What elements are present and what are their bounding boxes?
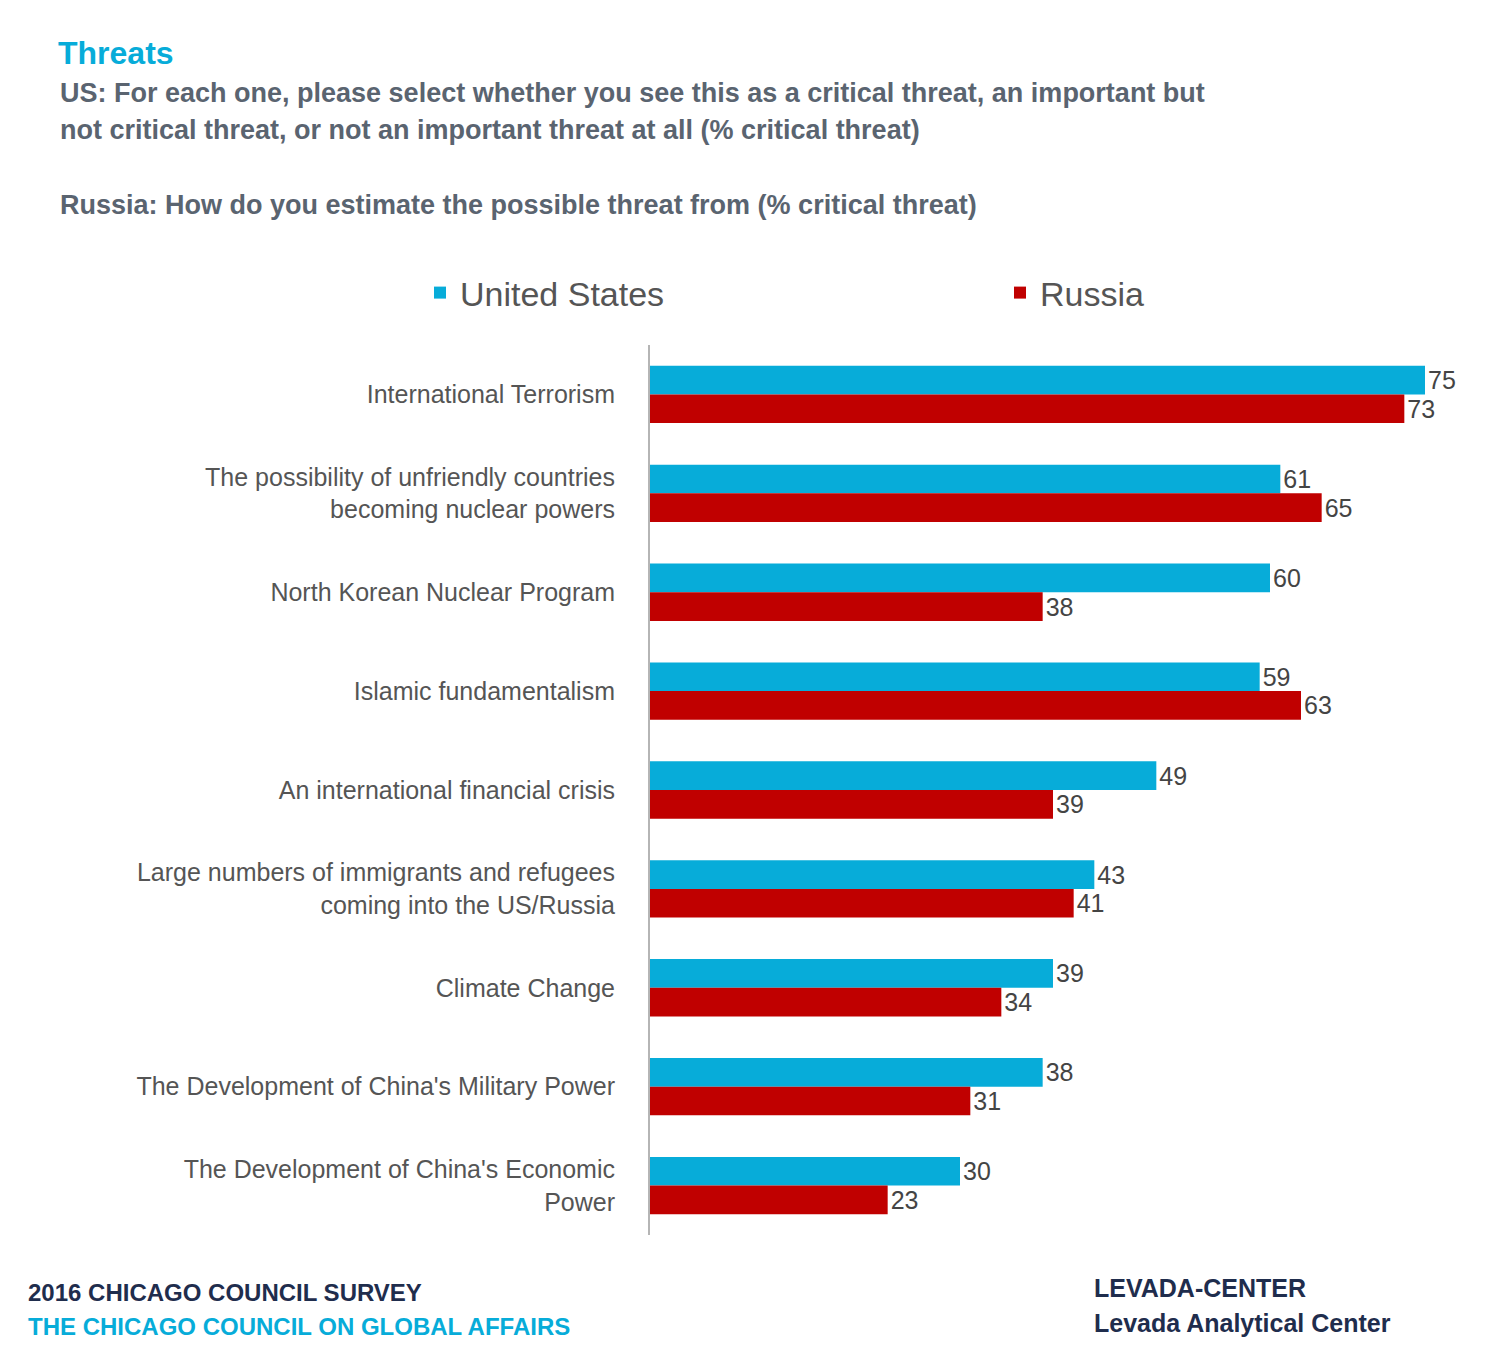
svg-text:65: 65 xyxy=(1325,494,1353,522)
svg-text:39: 39 xyxy=(1056,790,1084,818)
svg-text:39: 39 xyxy=(1056,959,1084,987)
svg-text:38: 38 xyxy=(1046,1058,1074,1086)
svg-text:Russia: Russia xyxy=(1040,275,1144,313)
svg-text:63: 63 xyxy=(1304,691,1332,719)
svg-text:2016 CHICAGO COUNCIL SURVEY: 2016 CHICAGO COUNCIL SURVEY xyxy=(28,1279,422,1306)
svg-text:US: For each one, please selec: US: For each one, please select whether … xyxy=(60,78,1205,108)
svg-text:The Development of China's Eco: The Development of China's EconomicPower xyxy=(184,1155,615,1216)
svg-text:49: 49 xyxy=(1159,762,1187,790)
svg-text:75: 75 xyxy=(1428,366,1456,394)
svg-text:The possibility of unfriendly: The possibility of unfriendly countriesb… xyxy=(205,463,615,523)
svg-text:LEVADA-CENTER: LEVADA-CENTER xyxy=(1094,1274,1306,1302)
svg-text:North Korean Nuclear Program: North Korean Nuclear Program xyxy=(270,578,615,606)
svg-text:An international financial cri: An international financial crisis xyxy=(279,776,615,804)
svg-text:United States: United States xyxy=(460,275,664,313)
svg-text:The Development of China's Mil: The Development of China's Military Powe… xyxy=(136,1072,615,1100)
svg-text:41: 41 xyxy=(1077,889,1105,917)
svg-text:31: 31 xyxy=(973,1087,1001,1115)
svg-text:61: 61 xyxy=(1283,465,1311,493)
svg-text:30: 30 xyxy=(963,1157,991,1185)
svg-text:59: 59 xyxy=(1263,663,1291,691)
svg-text:43: 43 xyxy=(1097,861,1125,889)
svg-text:Levada Analytical Center: Levada Analytical Center xyxy=(1094,1309,1391,1337)
svg-text:60: 60 xyxy=(1273,564,1301,592)
svg-text:Islamic fundamentalism: Islamic fundamentalism xyxy=(354,677,615,705)
svg-text:23: 23 xyxy=(891,1186,919,1214)
svg-text:International Terrorism: International Terrorism xyxy=(367,380,615,408)
svg-text:Threats: Threats xyxy=(58,35,174,71)
svg-text:Russia: How do you estimate th: Russia: How do you estimate the possible… xyxy=(60,190,977,220)
svg-text:73: 73 xyxy=(1407,395,1435,423)
svg-text:38: 38 xyxy=(1046,593,1074,621)
svg-text:Climate Change: Climate Change xyxy=(436,974,615,1002)
svg-text:THE CHICAGO COUNCIL ON GLOBAL: THE CHICAGO COUNCIL ON GLOBAL AFFAIRS xyxy=(28,1313,570,1340)
svg-text:Large numbers of immigrants an: Large numbers of immigrants and refugees… xyxy=(137,858,615,919)
svg-text:not critical threat, or not an: not critical threat, or not an important… xyxy=(60,115,920,145)
svg-text:34: 34 xyxy=(1004,988,1032,1016)
